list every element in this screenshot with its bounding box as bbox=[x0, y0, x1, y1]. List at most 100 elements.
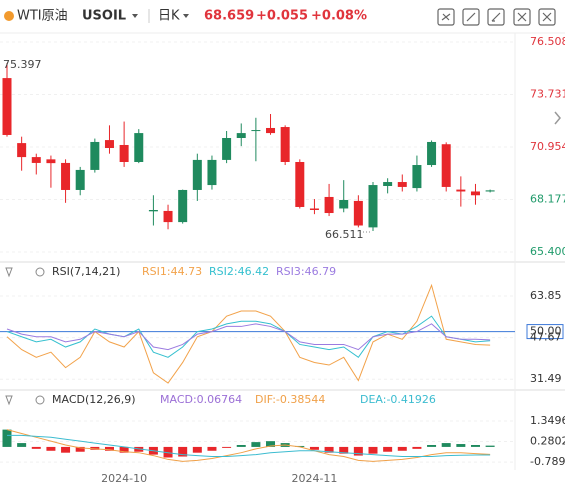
macd-bar bbox=[61, 446, 71, 453]
candle-body bbox=[280, 127, 290, 162]
tool-glyph bbox=[517, 12, 527, 22]
candle-body bbox=[295, 161, 305, 207]
legend-label: RSI3:46.79 bbox=[276, 265, 336, 278]
y-tick-label: 76.508 bbox=[530, 35, 565, 48]
rsi-line bbox=[6, 323, 491, 351]
candle-body bbox=[353, 200, 363, 226]
settings-icon[interactable] bbox=[35, 267, 45, 277]
candle-body bbox=[134, 133, 144, 162]
y-tick-label: 47.67 bbox=[530, 331, 562, 344]
rsi-title: RSI(7,14,21) bbox=[52, 265, 120, 278]
macd-bar bbox=[339, 446, 349, 454]
candle-body bbox=[104, 140, 114, 149]
change: +0.055 bbox=[256, 9, 308, 24]
candle-body bbox=[75, 169, 85, 190]
candle-body bbox=[397, 182, 407, 187]
tool-glyph bbox=[441, 13, 451, 21]
toolbar bbox=[437, 8, 556, 26]
candle-body bbox=[61, 162, 71, 190]
tool-glyph bbox=[542, 12, 552, 22]
macd-bar bbox=[46, 446, 56, 451]
tool-button[interactable] bbox=[437, 8, 455, 26]
macd-bar bbox=[236, 445, 246, 447]
candle-body bbox=[368, 185, 378, 228]
instrument-name: WTI原油 bbox=[17, 9, 68, 24]
macd-bar bbox=[441, 443, 451, 447]
macd-bar bbox=[178, 446, 188, 457]
candle-body bbox=[222, 137, 232, 160]
collapse-icon[interactable] bbox=[5, 395, 13, 406]
macd-bar bbox=[119, 446, 129, 453]
legend-label: RSI1:44.73 bbox=[142, 265, 202, 278]
candle-body bbox=[485, 190, 495, 192]
tool-button[interactable] bbox=[487, 8, 505, 26]
rsi-panel-icons bbox=[5, 267, 45, 278]
candle-body bbox=[178, 189, 188, 223]
macd-bar bbox=[104, 446, 114, 451]
legend-label: DIF:-0.38544 bbox=[255, 393, 325, 406]
candle-body bbox=[46, 159, 56, 164]
macd-bar bbox=[2, 429, 12, 447]
macd-bar bbox=[207, 446, 217, 451]
low-label: 66.511 bbox=[325, 228, 364, 241]
change-pct: +0.08% bbox=[311, 9, 367, 24]
dropdown-icon[interactable] bbox=[132, 14, 138, 18]
candle-body bbox=[119, 144, 129, 162]
symbol-icon bbox=[4, 11, 14, 21]
y-tick-label: 70.954 bbox=[530, 140, 565, 153]
tool-button[interactable] bbox=[462, 8, 480, 26]
macd-bar bbox=[485, 445, 495, 447]
candle-body bbox=[192, 159, 202, 190]
macd-panel-icons bbox=[5, 395, 45, 406]
y-tick-label: 50.00 bbox=[530, 325, 562, 338]
macd-bar bbox=[192, 446, 202, 453]
price: 68.659 bbox=[204, 9, 254, 24]
period[interactable]: 日K bbox=[158, 9, 180, 24]
legend-label: RSI2:46.42 bbox=[209, 265, 269, 278]
dropdown-icon[interactable] bbox=[183, 14, 189, 18]
macd-bar bbox=[75, 446, 85, 452]
macd-bar bbox=[353, 446, 363, 456]
tool-button[interactable] bbox=[513, 8, 531, 26]
macd-bar bbox=[251, 442, 261, 447]
y-tick-label: 1.34964 bbox=[530, 414, 565, 427]
macd-bar bbox=[266, 441, 276, 447]
legend-label: MACD:0.06764 bbox=[160, 393, 242, 406]
macd-bar bbox=[412, 446, 422, 449]
macd-bar bbox=[383, 446, 393, 452]
macd-bar bbox=[427, 445, 437, 447]
tick-box bbox=[526, 324, 564, 340]
macd-bar bbox=[470, 445, 480, 447]
candle-body bbox=[441, 144, 451, 187]
candle-body bbox=[309, 208, 319, 210]
macd-line bbox=[7, 434, 491, 458]
macd-bar bbox=[309, 446, 319, 450]
y-tick-label: -0.78914 bbox=[530, 455, 565, 468]
candle-body bbox=[207, 159, 217, 186]
candle-body bbox=[339, 199, 349, 209]
candle-body bbox=[90, 141, 100, 170]
tool-button[interactable] bbox=[538, 8, 556, 26]
candle-body bbox=[163, 210, 173, 223]
settings-icon[interactable] bbox=[35, 395, 45, 405]
tool-glyph bbox=[491, 12, 501, 22]
candle-body bbox=[251, 130, 261, 132]
candle-body bbox=[427, 141, 437, 166]
macd-bar bbox=[324, 446, 334, 453]
x-tick-label: 2024-11 bbox=[291, 472, 337, 485]
macd-bar bbox=[397, 446, 407, 451]
high-label: 75.397 bbox=[3, 58, 42, 71]
candle-body bbox=[148, 209, 158, 212]
candle-body bbox=[31, 157, 41, 163]
macd-bar bbox=[456, 444, 466, 447]
scroll-arrow[interactable] bbox=[554, 111, 561, 125]
x-tick-label: 2024-10 bbox=[101, 472, 147, 485]
candle-body bbox=[236, 133, 246, 138]
collapse-icon[interactable] bbox=[5, 267, 13, 278]
symbol[interactable]: USOIL bbox=[82, 9, 126, 24]
candle-body bbox=[17, 143, 27, 158]
legend-label: DEA:-0.41926 bbox=[360, 393, 436, 406]
y-tick-label: 73.731 bbox=[530, 88, 565, 101]
